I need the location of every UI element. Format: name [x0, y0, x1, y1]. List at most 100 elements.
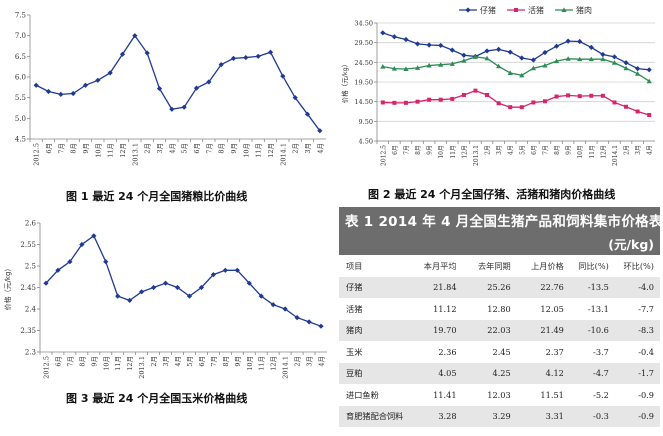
table-cell: 4.05: [438, 368, 457, 379]
table-cell: 仔猪: [346, 282, 363, 293]
col-header: 同比(%): [578, 260, 609, 271]
data-point: [465, 7, 471, 13]
data-point: [403, 100, 408, 105]
data-point: [611, 54, 618, 60]
chart-pig-grain-ratio: 4.5 5.0 5.5 6.0 6.5 7.0 7.5 2012.5 6月 7月 8月 9月 10月 11…: [0, 8, 335, 178]
x-tick-label: 2月: [292, 143, 300, 154]
x-tick-label: 2月: [144, 143, 152, 154]
x-tick-label: 2014.1: [282, 356, 290, 379]
table-cell: -7.7: [638, 303, 654, 314]
data-point: [530, 57, 536, 63]
table-cell: -3.7: [593, 346, 609, 357]
y-tick-label: 2.55: [20, 241, 36, 249]
data-point: [507, 49, 513, 55]
y-tick-label: 7.0: [15, 32, 26, 40]
y-tick-label: 5.5: [15, 94, 26, 102]
x-tick-label: 6月: [198, 356, 206, 367]
table-cell: -8.3: [638, 325, 654, 336]
x-tick-label: 11月: [255, 143, 263, 158]
x-tick-label: 3月: [162, 356, 170, 367]
x-tick-label: 8月: [222, 356, 230, 367]
x-tick-label: 12月: [461, 145, 468, 159]
data-point: [181, 104, 187, 110]
y-tick-label: 2.5: [25, 263, 36, 271]
table-row: 猪肉 19.70 22.03 21.49 -10.6 -8.3: [339, 319, 660, 341]
table-row: 玉米 2.36 2.45 2.37 -3.7 -0.4: [339, 341, 660, 363]
data-point: [222, 267, 228, 273]
legend-label: 仔猪: [480, 5, 496, 15]
x-tick-label: 9月: [230, 143, 238, 154]
x-tick-label: 2013.1: [473, 145, 480, 166]
data-point: [438, 97, 443, 102]
x-tick-label: 6月: [45, 143, 53, 154]
data-point: [577, 38, 583, 45]
chart-pig-prices-svg: 4.50 9.50 14.50 19.50 24.50 29.50 34.50 2012.5 6…: [340, 5, 655, 166]
data-point: [485, 92, 490, 97]
data-point: [58, 91, 64, 97]
y-tick-label: 2.3: [25, 349, 36, 357]
data-point: [473, 88, 478, 93]
col-header: 环比(%): [623, 260, 654, 271]
x-tick-label: 4月: [508, 145, 515, 155]
data-point: [426, 42, 432, 48]
data-point: [554, 94, 559, 99]
data-point: [317, 128, 323, 134]
x-tick-label: 10月: [242, 143, 250, 158]
x-tick-label: 12月: [126, 356, 134, 371]
data-point: [531, 100, 536, 105]
table-cell: -0.9: [638, 389, 654, 400]
data-point: [600, 51, 606, 58]
x-tick-label: 10月: [438, 145, 445, 159]
x-tick-label: 11月: [107, 143, 115, 158]
table-row: 育肥猪配合饲料 3.28 3.29 3.31 -0.3 -0.9: [339, 405, 660, 427]
data-point: [33, 82, 39, 88]
x-tick-label: 4月: [174, 356, 182, 367]
table-cell: 12.05: [540, 303, 564, 314]
y-tick-label: 4.50: [359, 138, 373, 146]
x-tick-label: 5月: [181, 143, 189, 154]
data-point: [553, 58, 560, 64]
table-cell: 3.31: [545, 411, 564, 422]
series-line: [382, 89, 650, 116]
data-point: [318, 323, 324, 329]
data-point: [198, 284, 205, 291]
x-tick-label: 2012.5: [33, 143, 41, 166]
data-point: [174, 284, 181, 291]
data-point: [438, 42, 444, 49]
table-cell: 19.70: [433, 325, 457, 336]
data-point: [461, 92, 466, 97]
legend-label: 活猪: [528, 5, 544, 15]
table-cell: 21.84: [433, 282, 457, 293]
table-cell: -0.9: [638, 411, 654, 422]
data-point: [427, 97, 432, 102]
data-point: [611, 60, 618, 65]
x-tick-label: 10月: [577, 145, 584, 159]
data-point: [391, 66, 397, 71]
col-header: 项目: [346, 260, 363, 271]
table-cell: 2.45: [492, 346, 511, 357]
y-tick-label: 24.50: [354, 59, 373, 67]
x-tick-label: 9月: [90, 356, 98, 367]
data-point: [79, 241, 85, 248]
y-tick-label: 2.35: [20, 327, 36, 335]
data-point: [230, 55, 237, 61]
data-point: [82, 82, 89, 88]
data-point: [496, 63, 502, 69]
x-tick-label: 2013.1: [138, 356, 146, 379]
table-cell: -5.2: [593, 389, 609, 400]
y-tick-label: 29.50: [354, 39, 373, 47]
table-header: 表 1 2014 年 4 月全国生猪产品和饲料集市价格表 (元/kg): [339, 207, 662, 255]
x-tick-label: 11月: [258, 356, 266, 371]
x-tick-label: 6月: [54, 356, 62, 367]
x-tick-label: 12月: [119, 143, 127, 158]
x-tick-label: 4月: [318, 356, 326, 367]
data-point: [647, 113, 652, 118]
y-tick-label: 19.50: [354, 79, 373, 87]
caption-fig2: 图 2 最近 24 个月全国仔猪、活猪和猪肉价格曲线: [368, 188, 616, 201]
y-tick-label: 6.0: [15, 74, 26, 82]
table-cell: 12.80: [487, 303, 511, 314]
table-cell: 11.41: [433, 389, 457, 400]
data-point: [635, 71, 641, 76]
x-tick-label: 6月: [193, 143, 201, 154]
table-cell: 11.51: [540, 389, 564, 400]
